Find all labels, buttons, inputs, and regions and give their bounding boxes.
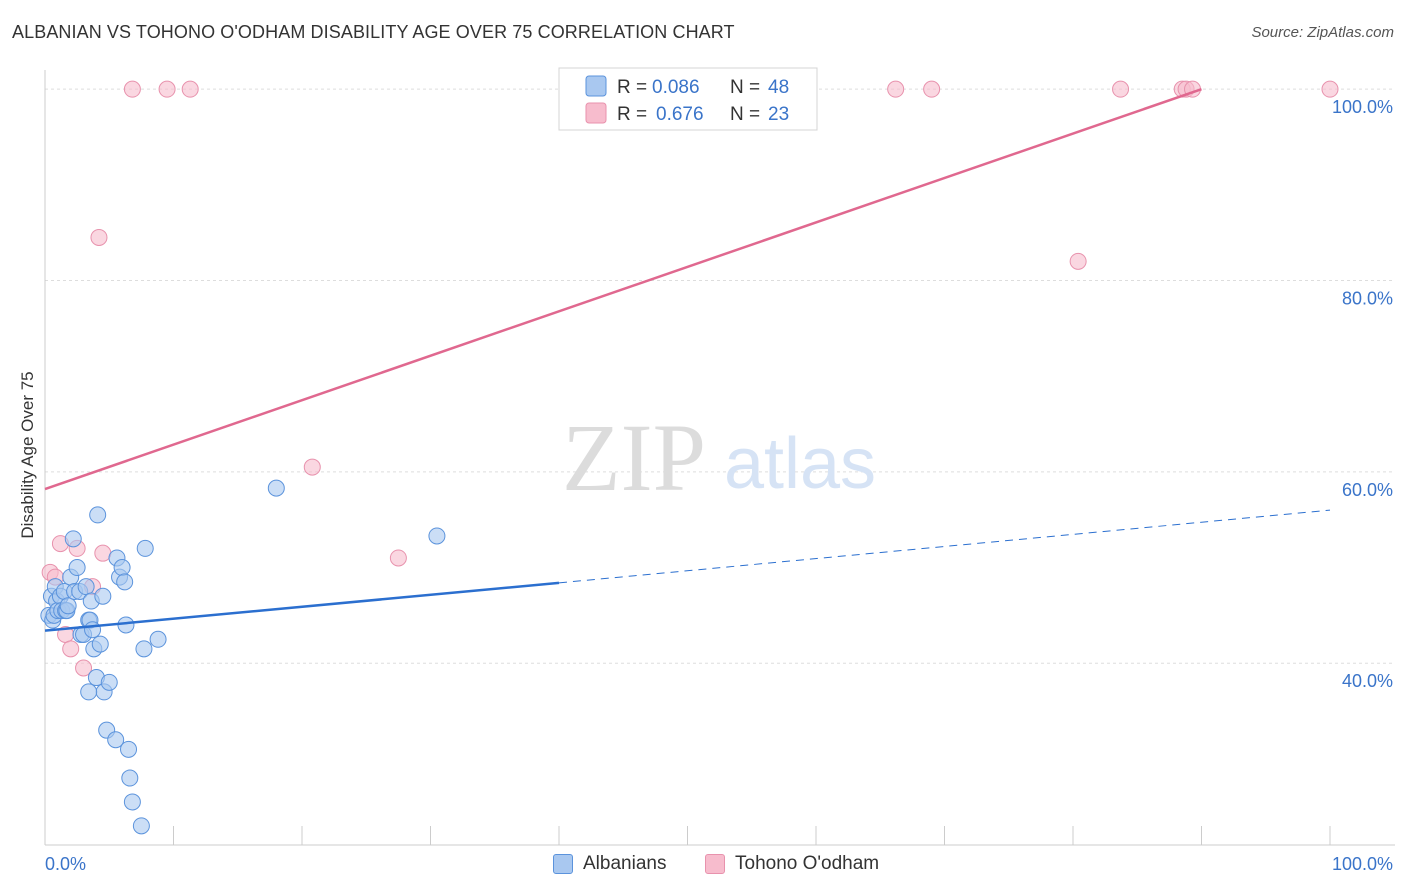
tohono-point: [181, 80, 199, 98]
watermark: ZIP atlas: [562, 404, 876, 511]
tohono-point: [90, 228, 108, 246]
source-credit: Source: ZipAtlas.com: [1251, 24, 1394, 41]
tohono-point: [62, 640, 80, 658]
legend-swatch-pink: [585, 102, 607, 124]
y-tick-label: 40.0%: [1342, 671, 1393, 691]
y-tick-label: 60.0%: [1342, 480, 1393, 500]
albanians-point: [80, 683, 98, 701]
tohono-trend-line: [44, 87, 1202, 491]
albanians-point: [132, 817, 150, 835]
x-tick-label-max: 100.0%: [1332, 854, 1393, 874]
legend-n-label: N =: [730, 77, 760, 98]
albanians-point: [107, 731, 125, 749]
albanians-point: [123, 793, 141, 811]
legend-box: R = 0.086 N = 48 R = 0.676 N = 23: [558, 67, 818, 131]
albanians-point: [59, 597, 77, 615]
legend-r-label: R =: [617, 104, 647, 125]
axes: [44, 70, 1395, 846]
watermark-atlas: atlas: [724, 424, 876, 504]
albanians-trend-extension: [558, 509, 1331, 584]
tohono-point: [158, 80, 176, 98]
albanians-point: [136, 539, 154, 557]
legend-r-value: 0.086: [652, 77, 700, 98]
tohono-point: [389, 549, 407, 567]
albanians-point: [100, 673, 118, 691]
x-tick-label-min: 0.0%: [45, 854, 86, 874]
y-tick-labels: 40.0% 60.0% 80.0% 100.0%: [1332, 97, 1393, 691]
albanians-point: [84, 621, 102, 639]
legend-r-value: 0.676: [656, 104, 704, 125]
tohono-point: [123, 80, 141, 98]
tohono-point: [1321, 80, 1339, 98]
legend-label-albanians: Albanians: [583, 853, 667, 874]
tohono-point: [887, 80, 905, 98]
albanians-point: [135, 640, 153, 658]
series-albanians-points: [40, 479, 446, 835]
legend-item-albanians[interactable]: Albanians: [553, 852, 666, 876]
tohono-point: [94, 544, 112, 562]
legend-swatch-blue: [585, 75, 607, 97]
albanians-point: [116, 573, 134, 591]
chart-title: ALBANIAN VS TOHONO O'ODHAM DISABILITY AG…: [12, 22, 735, 42]
albanians-point: [89, 506, 107, 524]
legend-n-value: 23: [768, 104, 789, 125]
y-axis-label: Disability Age Over 75: [18, 371, 37, 538]
albanians-trend-line: [44, 581, 560, 632]
albanians-point: [113, 559, 131, 577]
legend-label-tohono: Tohono O'odham: [735, 853, 880, 874]
albanians-point: [64, 530, 82, 548]
albanians-point: [77, 578, 95, 596]
legend-item-tohono[interactable]: Tohono O'odham: [705, 852, 879, 876]
legend-swatch-tohono: [705, 854, 725, 874]
albanians-point: [117, 616, 135, 634]
legend-r-label: R =: [617, 77, 647, 98]
legend-swatch-albanians: [553, 854, 573, 874]
series-tohono-points: [41, 80, 1339, 677]
legend-n-label: N =: [730, 104, 760, 125]
tohono-point: [303, 458, 321, 476]
albanians-point: [149, 630, 167, 648]
y-tick-label: 80.0%: [1342, 288, 1393, 308]
x-tick-labels: 0.0% 100.0%: [45, 854, 1393, 874]
albanians-point: [121, 769, 139, 787]
legend-n-value: 48: [768, 77, 789, 98]
y-tick-label: 100.0%: [1332, 97, 1393, 117]
albanians-point: [428, 527, 446, 545]
tohono-point: [75, 659, 93, 677]
trend-lines: [44, 87, 1331, 632]
tohono-point: [923, 80, 941, 98]
tohono-point: [1069, 252, 1087, 270]
albanians-point: [94, 587, 112, 605]
albanians-point: [68, 559, 86, 577]
watermark-zip: ZIP: [562, 404, 706, 511]
albanians-point: [91, 635, 109, 653]
bottom-legend: Albanians Tohono O'odham: [0, 850, 1406, 880]
tohono-point: [1112, 80, 1130, 98]
albanians-point: [120, 740, 138, 758]
gridlines: [45, 88, 1395, 664]
albanians-point: [267, 479, 285, 497]
